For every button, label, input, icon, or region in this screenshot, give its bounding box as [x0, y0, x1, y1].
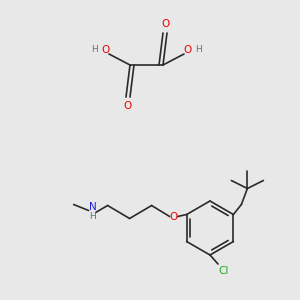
- Text: Cl: Cl: [219, 266, 229, 276]
- Text: N: N: [89, 202, 97, 212]
- Text: O: O: [184, 45, 192, 55]
- Text: O: O: [161, 19, 169, 29]
- Text: H: H: [92, 46, 98, 55]
- Text: O: O: [101, 45, 109, 55]
- Text: O: O: [124, 101, 132, 111]
- Text: H: H: [89, 212, 96, 221]
- Text: H: H: [195, 46, 201, 55]
- Text: O: O: [169, 212, 178, 221]
